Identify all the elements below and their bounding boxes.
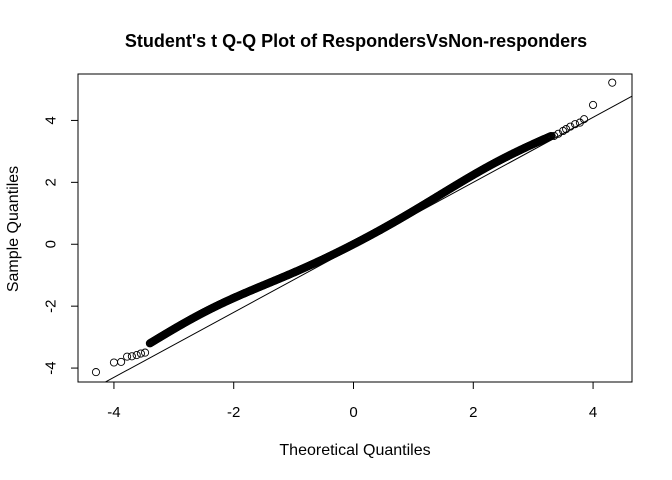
x-tick-label: -2	[227, 404, 240, 421]
data-point	[109, 358, 118, 367]
x-axis-title: Theoretical Quantiles	[279, 442, 430, 459]
data-point	[589, 100, 598, 109]
x-tick-label: 2	[469, 404, 477, 421]
data-point	[562, 125, 571, 134]
y-tick-label: 4	[42, 116, 59, 124]
y-tick-label: 2	[42, 178, 59, 186]
data-point	[550, 131, 559, 140]
x-tick-label: -4	[107, 404, 120, 421]
data-point	[127, 352, 136, 361]
x-axis: -4 -2 0 2 4	[107, 381, 597, 421]
data-point	[123, 352, 132, 361]
y-tick-label: -2	[42, 299, 59, 312]
y-axis: -4 -2 0 2 4	[42, 116, 79, 375]
data-point	[608, 78, 617, 87]
y-tick-label: -4	[42, 361, 59, 374]
y-axis-title: Sample Quantiles	[5, 166, 22, 292]
points-layer	[91, 78, 617, 377]
data-point	[136, 349, 145, 358]
x-tick-label: 0	[349, 404, 357, 421]
data-point	[91, 368, 101, 377]
data-point	[141, 348, 150, 357]
plot-area	[91, 78, 632, 382]
data-point	[117, 357, 126, 366]
x-tick-label: 4	[589, 404, 597, 421]
y-tick-label: 0	[42, 240, 59, 248]
chart-title: Student's t Q-Q Plot of RespondersVsNon-…	[125, 31, 587, 51]
reference-line	[104, 95, 632, 382]
data-point	[132, 351, 141, 360]
data-point	[571, 120, 580, 129]
data-point	[580, 115, 589, 124]
